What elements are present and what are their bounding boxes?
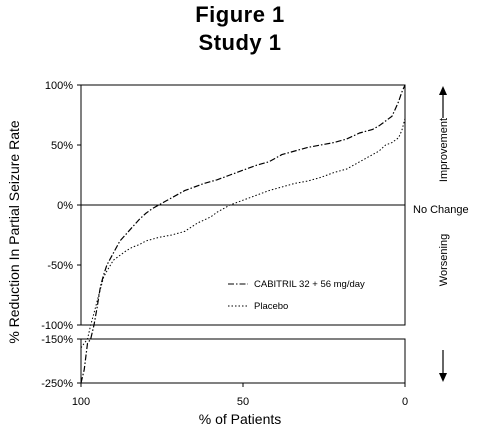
x-tick-label: 100 bbox=[72, 396, 90, 408]
x-axis-label: % of Patients bbox=[199, 411, 282, 427]
y-tick-label: 0% bbox=[57, 200, 73, 212]
y-tick-label: -50% bbox=[47, 260, 73, 272]
y-tick-label: 100% bbox=[45, 80, 73, 92]
figure-subtitle: Study 1 bbox=[198, 30, 282, 55]
worsening-label: Worsening bbox=[438, 234, 450, 286]
x-tick-label: 50 bbox=[237, 396, 249, 408]
x-tick-label: 0 bbox=[402, 396, 408, 408]
y-tick-label: -100% bbox=[41, 320, 73, 332]
y-axis-label: % Reduction In Partial Seizure Rate bbox=[6, 120, 22, 344]
legend-label: Placebo bbox=[254, 301, 288, 312]
y-tick-label: -250% bbox=[41, 378, 73, 390]
figure-title: Figure 1 bbox=[195, 2, 285, 27]
y-tick-label: 50% bbox=[51, 140, 73, 152]
y-tick-label: -150% bbox=[41, 334, 73, 346]
worsening-arrow-head bbox=[439, 373, 447, 382]
series-line-placebo bbox=[80, 118, 406, 349]
no-change-label: No Change bbox=[413, 204, 469, 216]
improvement-arrow-head bbox=[439, 86, 447, 95]
improvement-label: Improvement bbox=[438, 118, 450, 182]
series-line-cabitril bbox=[80, 84, 406, 384]
lower-plot-frame bbox=[80, 338, 406, 384]
legend-label: CABITRIL 32 + 56 mg/day bbox=[254, 279, 365, 290]
